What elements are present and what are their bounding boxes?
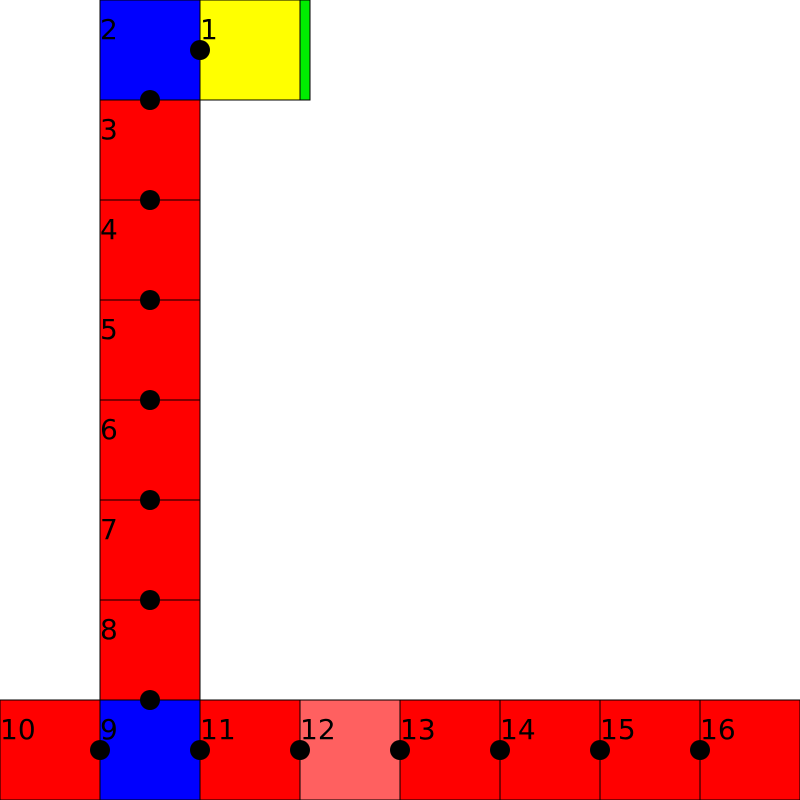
cell-4: [99, 199, 201, 301]
cell-7: [99, 499, 201, 601]
cell-12: [299, 699, 401, 800]
connection-dot-14: [590, 740, 610, 760]
cell-label-3: 3: [100, 113, 118, 146]
connection-dot-3: [140, 190, 160, 210]
cell-label-12: 12: [300, 713, 336, 746]
cell-label-5: 5: [100, 313, 118, 346]
cell-label-4: 4: [100, 213, 118, 246]
cell-label-2: 2: [100, 13, 118, 46]
connection-dot-10: [190, 740, 210, 760]
cell-3: [99, 99, 201, 201]
connection-dot-1: [190, 40, 210, 60]
cell-label-14: 14: [500, 713, 536, 746]
cell-label-16: 16: [700, 713, 736, 746]
connection-dot-6: [140, 490, 160, 510]
cell-2: [99, 0, 201, 101]
cell-label-7: 7: [100, 513, 118, 546]
cell-1: [199, 0, 301, 101]
connection-dot-15: [690, 740, 710, 760]
connection-dot-13: [490, 740, 510, 760]
cell-label-6: 6: [100, 413, 118, 446]
cell-label-8: 8: [100, 613, 118, 646]
connection-dot-2: [140, 90, 160, 110]
connection-dot-9: [90, 740, 110, 760]
green-strip: [299, 0, 311, 101]
connection-dot-5: [140, 390, 160, 410]
cell-5: [99, 299, 201, 401]
cell-label-10: 10: [0, 713, 36, 746]
cell-13: [399, 699, 501, 800]
dots-layer: [90, 40, 710, 760]
connection-dot-7: [140, 590, 160, 610]
connection-dot-12: [390, 740, 410, 760]
cell-label-13: 13: [400, 713, 436, 746]
connection-dot-8: [140, 690, 160, 710]
cell-label-1: 1: [200, 13, 218, 46]
connection-dot-11: [290, 740, 310, 760]
cell-6: [99, 399, 201, 501]
connection-dot-4: [140, 290, 160, 310]
cell-14: [499, 699, 601, 800]
cell-label-15: 15: [600, 713, 636, 746]
cell-label-11: 11: [200, 713, 236, 746]
cell-label-9: 9: [100, 713, 118, 746]
cell-15: [599, 699, 701, 800]
